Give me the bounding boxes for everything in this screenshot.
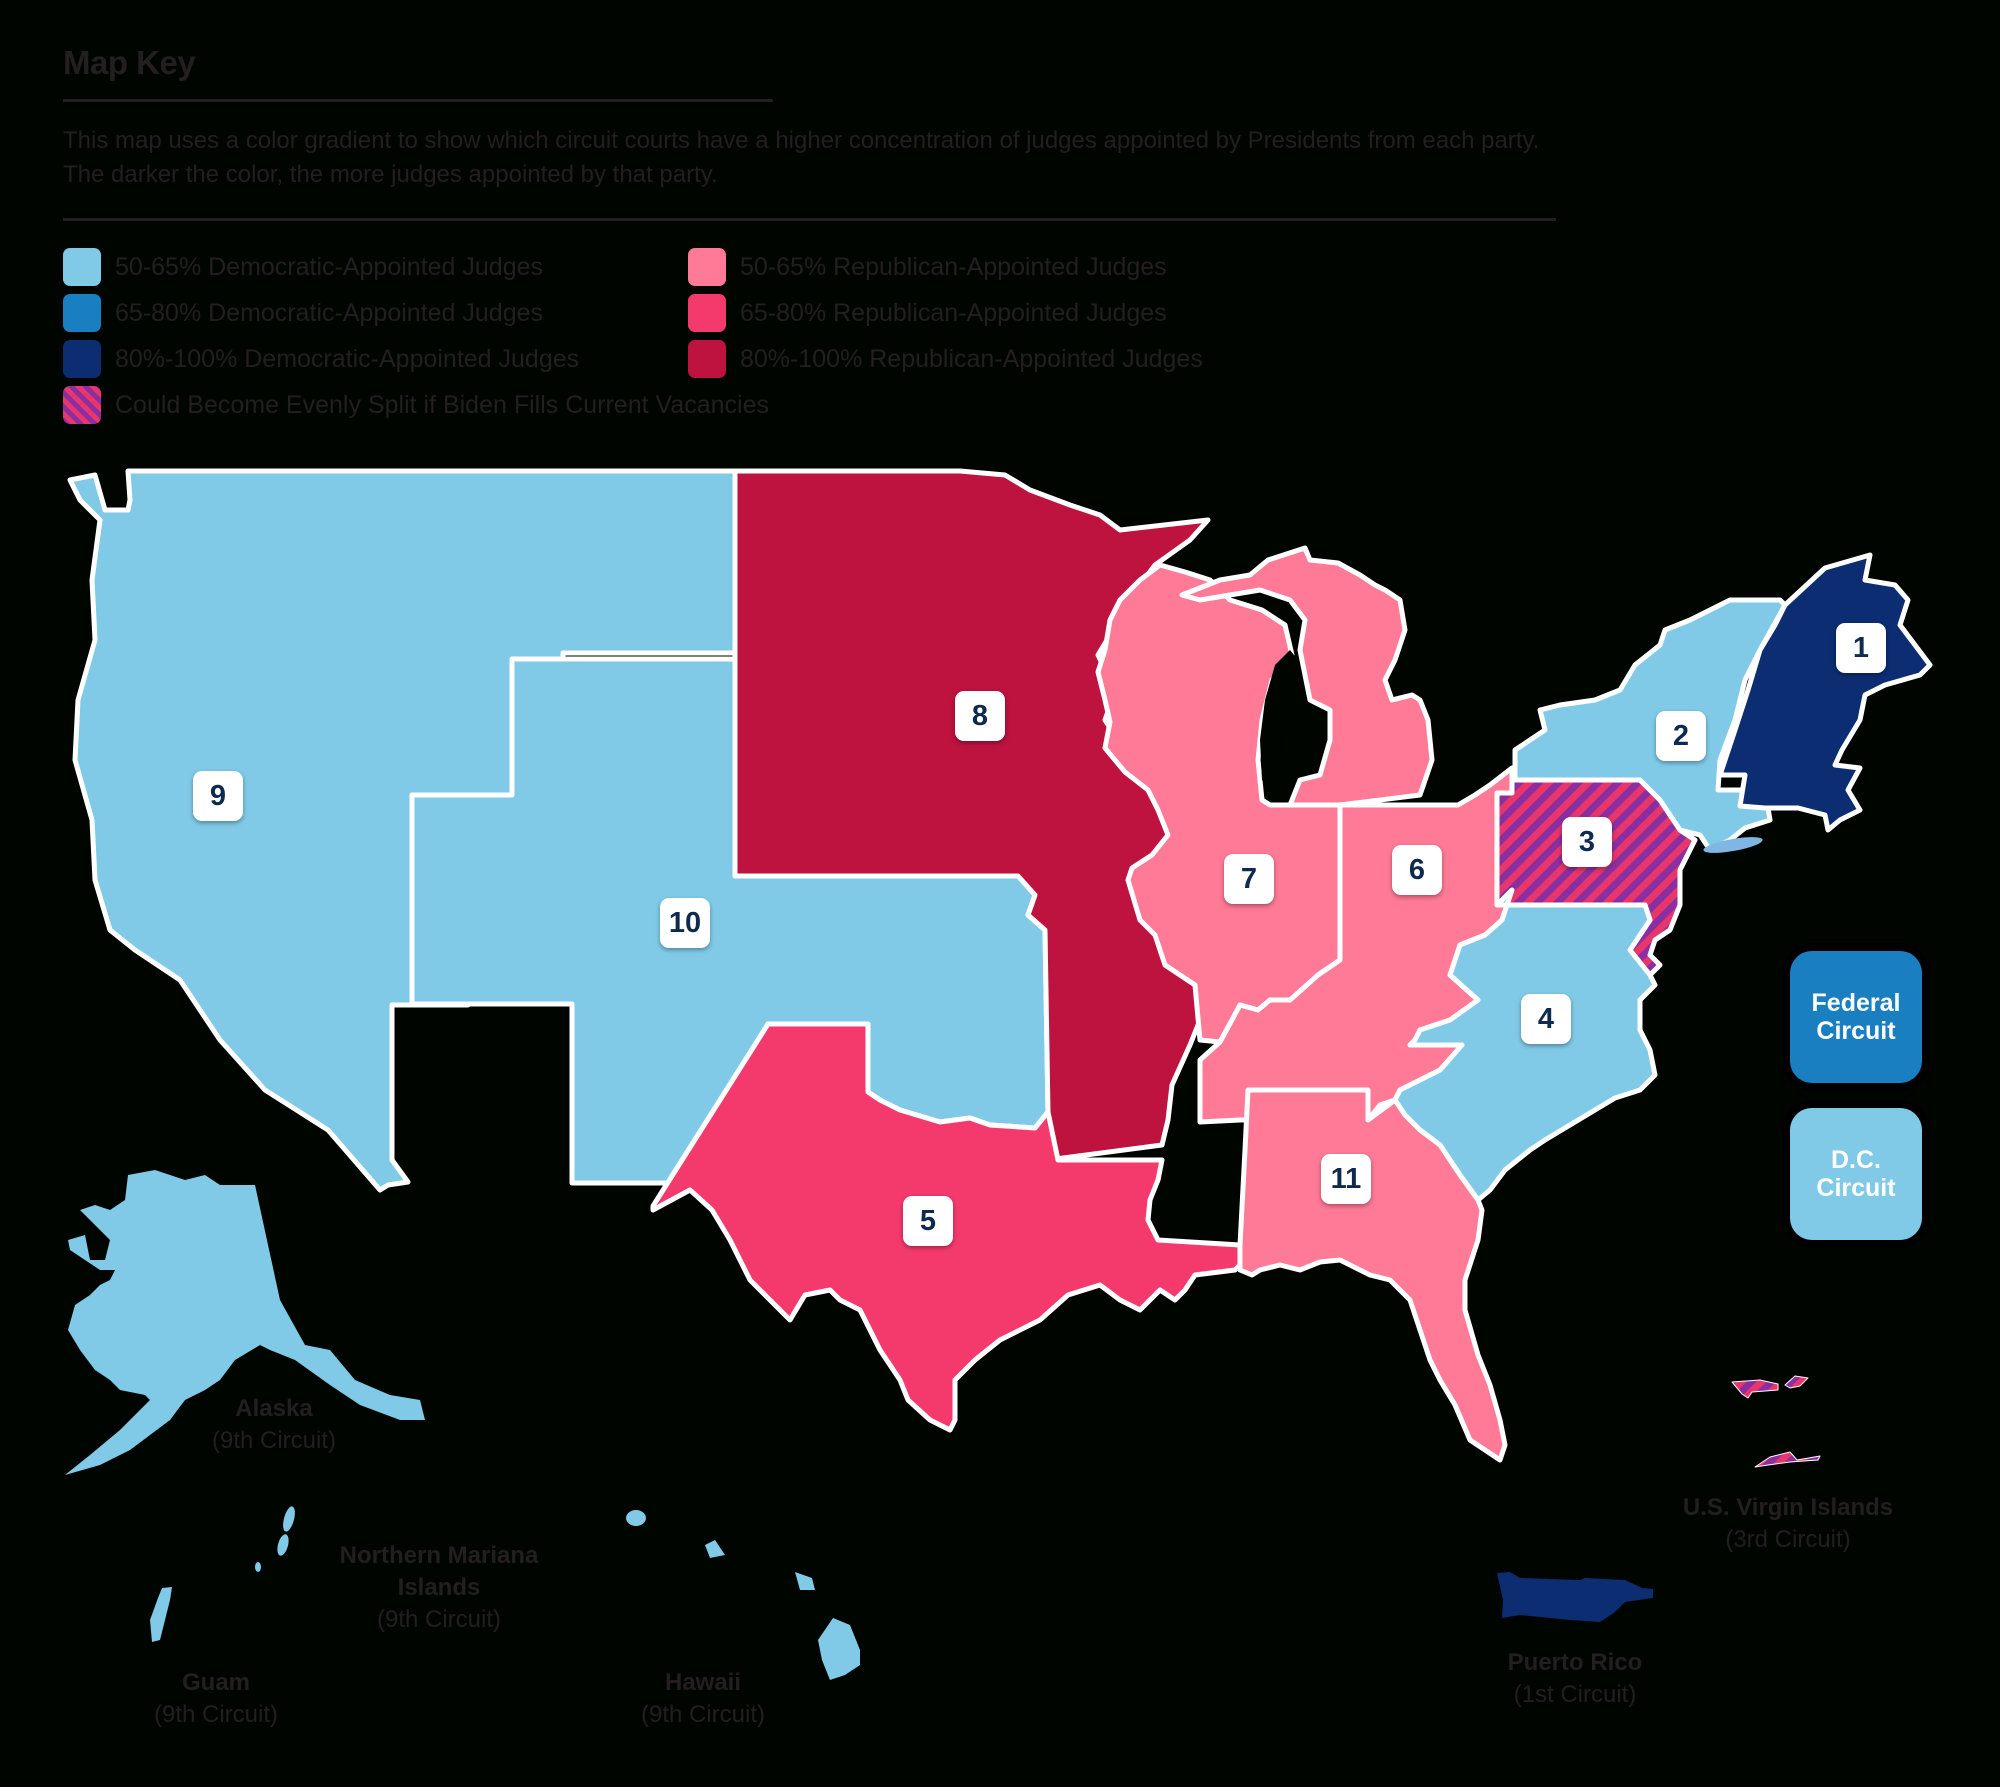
dc-circuit-line1: D.C. <box>1831 1146 1881 1174</box>
circuit-badge-2: 2 <box>1656 711 1706 761</box>
federal-circuit-line2: Circuit <box>1816 1017 1896 1045</box>
swatch-light-blue <box>63 248 101 286</box>
hawaii <box>626 1510 860 1680</box>
description-divider <box>63 218 1556 221</box>
label-us-virgin-islands: U.S. Virgin Islands (3rd Circuit) <box>1682 1494 1894 1553</box>
legend-item-dem-65-80: 65-80% Democratic-Appointed Judges <box>63 294 543 332</box>
puerto-rico <box>1497 1572 1653 1622</box>
circuit-badge-4: 4 <box>1521 994 1571 1044</box>
circuit-11-region <box>1237 1087 1508 1463</box>
legend-label: 50-65% Democratic-Appointed Judges <box>115 252 544 281</box>
legend-label: 80%-100% Republican-Appointed Judges <box>740 344 1203 373</box>
legend-item-rep-65-80: 65-80% Republican-Appointed Judges <box>688 294 1167 332</box>
label-puerto-rico: Puerto Rico (1st Circuit) <box>1507 1649 1643 1708</box>
circuit-badge-11: 11 <box>1321 1154 1371 1204</box>
circuit-badge-10: 10 <box>660 898 710 948</box>
federal-circuit-line1: Federal <box>1811 989 1901 1017</box>
lake-michigan <box>1260 650 1298 800</box>
legend-label: 65-80% Democratic-Appointed Judges <box>115 298 544 327</box>
map-key-description: This map uses a color gradient to show w… <box>63 127 1540 188</box>
swatch-pink <box>688 294 726 332</box>
swatch-light-pink <box>688 248 726 286</box>
us-virgin-islands <box>1731 1375 1821 1468</box>
circuit-badge-9: 9 <box>193 771 243 821</box>
swatch-crimson <box>688 340 726 378</box>
label-hawaii: Hawaii (9th Circuit) <box>640 1669 766 1728</box>
circuit-badge-8: 8 <box>955 691 1005 741</box>
legend-item-rep-80-100: 80%-100% Republican-Appointed Judges <box>688 340 1203 378</box>
dc-circuit-box: D.C. Circuit <box>1790 1108 1922 1240</box>
legend-item-dem-80-100: 80%-100% Democratic-Appointed Judges <box>63 340 579 378</box>
federal-circuit-box: Federal Circuit <box>1790 951 1922 1083</box>
circuit-badge-5: 5 <box>903 1196 953 1246</box>
legend-item-rep-50-65: 50-65% Republican-Appointed Judges <box>688 248 1167 286</box>
legend-label: 80%-100% Democratic-Appointed Judges <box>115 344 580 373</box>
circuit-badge-6: 6 <box>1392 845 1442 895</box>
label-guam: Guam (9th Circuit) <box>153 1669 279 1728</box>
label-northern-mariana-islands: Northern Mariana Islands (9th Circuit) <box>339 1542 539 1633</box>
swatch-hatched <box>63 386 101 424</box>
swatch-medium-blue <box>63 294 101 332</box>
alaska <box>65 1170 425 1475</box>
title-divider <box>63 99 773 102</box>
circuit-badge-7: 7 <box>1224 854 1274 904</box>
guam-northern-mariana <box>150 1506 295 1642</box>
circuit-1-region <box>1717 552 1933 833</box>
circuit-badge-3: 3 <box>1562 817 1612 867</box>
long-island <box>1703 837 1763 853</box>
legend-item-evenly-split: Could Become Evenly Split if Biden Fills… <box>63 386 769 424</box>
dc-circuit-line2: Circuit <box>1816 1174 1896 1202</box>
legend-item-dem-50-65: 50-65% Democratic-Appointed Judges <box>63 248 543 286</box>
map-key-title: Map Key <box>63 44 196 81</box>
legend-label: Could Become Evenly Split if Biden Fills… <box>115 390 769 419</box>
swatch-dark-blue <box>63 340 101 378</box>
circuit-badge-1: 1 <box>1836 623 1886 673</box>
legend-label: 65-80% Republican-Appointed Judges <box>740 298 1167 327</box>
legend-label: 50-65% Republican-Appointed Judges <box>740 252 1167 281</box>
label-alaska: Alaska (9th Circuit) <box>211 1395 337 1454</box>
